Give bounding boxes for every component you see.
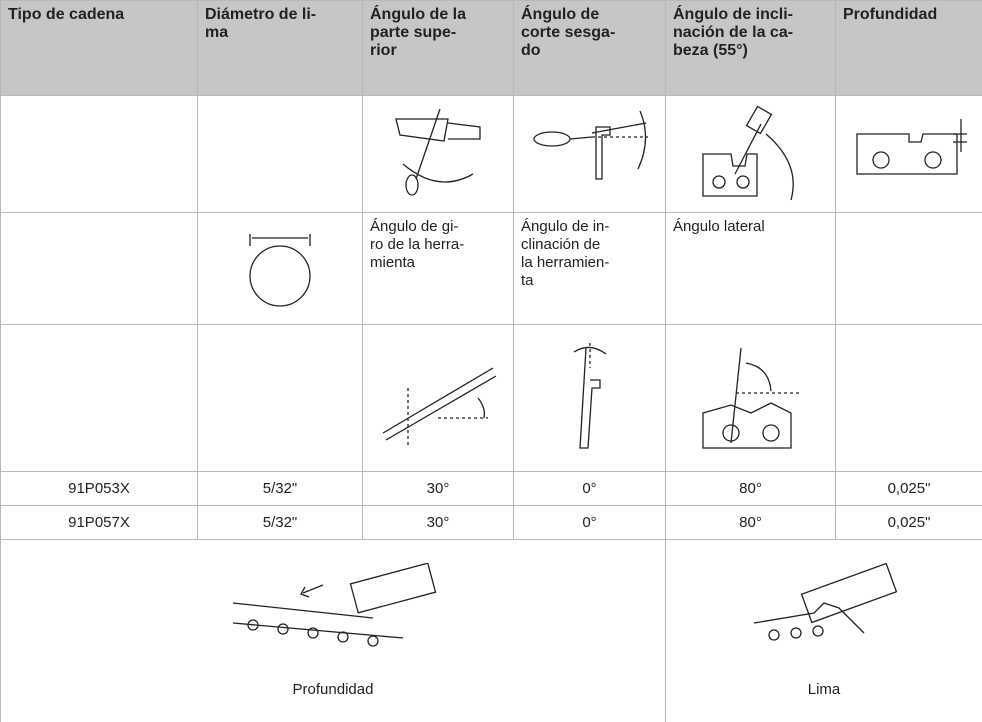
head-angle-icon	[691, 104, 811, 204]
header-cell: Diámetro de li- ma	[198, 1, 363, 96]
header-row: Tipo de cadena Diámetro de li- ma Ángulo…	[1, 1, 982, 96]
file-figure	[744, 563, 904, 653]
depth-icon	[849, 114, 969, 194]
header-cell: Tipo de cadena	[1, 1, 198, 96]
top-angle-icon	[388, 109, 488, 199]
document: Tipo de cadena Diámetro de li- ma Ángulo…	[0, 0, 982, 685]
cell: 0,025"	[836, 506, 982, 540]
cell: 30°	[363, 506, 514, 540]
tool-tilt-icon	[560, 338, 620, 458]
figure-caption: Lima	[673, 681, 975, 699]
tool-rotation-icon	[378, 348, 498, 448]
cell: 0°	[514, 506, 666, 540]
header-cell: Profundidad	[836, 1, 982, 96]
header-cell: Ángulo de la parte supe- rior	[363, 1, 514, 96]
page: Tabla de cadenas {"table": { "header": […	[0, 0, 982, 685]
data-row: 91P057X 5/32" 30° 0° 80° 0,025"	[1, 506, 982, 540]
figure-row: Profundidad Lima	[1, 540, 982, 722]
angle-name: Ángulo de in- clinación de la herramien-…	[514, 213, 666, 325]
cell: 0°	[514, 472, 666, 506]
cell: 91P053X	[1, 472, 198, 506]
side-angle-icon	[691, 343, 811, 453]
depth-figure	[223, 563, 443, 653]
cell: 5/32"	[198, 506, 363, 540]
cell: 91P057X	[1, 506, 198, 540]
cell: 80°	[666, 506, 836, 540]
diameter-icon	[240, 224, 320, 314]
angle-name: Ángulo lateral	[666, 213, 836, 325]
cell: 5/32"	[198, 472, 363, 506]
angle-name-row: Ángulo de gi- ro de la herra- mienta Áng…	[1, 213, 982, 325]
header-cell: Ángulo de incli- nación de la ca- beza (…	[666, 1, 836, 96]
figure-caption: Profundidad	[8, 681, 658, 699]
cut-angle-icon	[530, 109, 650, 199]
cell: 80°	[666, 472, 836, 506]
icon-row	[1, 96, 982, 213]
data-row: 91P053X 5/32" 30° 0° 80° 0,025"	[1, 472, 982, 506]
cell: 0,025"	[836, 472, 982, 506]
header-cell: Ángulo de corte sesga- do	[514, 1, 666, 96]
cell: 30°	[363, 472, 514, 506]
icon-row	[1, 325, 982, 472]
angle-name: Ángulo de gi- ro de la herra- mienta	[363, 213, 514, 325]
